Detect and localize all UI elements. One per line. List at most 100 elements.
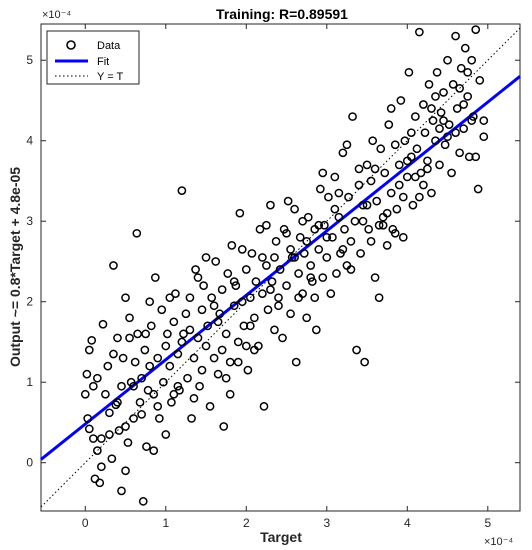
data-point (189, 393, 199, 403)
data-point (374, 293, 384, 303)
data-point (117, 381, 126, 391)
data-point (263, 305, 273, 315)
data-point (384, 120, 394, 129)
data-point (193, 273, 203, 282)
data-point (130, 357, 140, 367)
data-point (282, 281, 291, 290)
data-point (271, 236, 281, 246)
data-point (145, 361, 155, 371)
y-tick-label: 0 (26, 456, 33, 470)
data-point (169, 389, 179, 399)
data-point (362, 160, 372, 170)
data-point (314, 220, 324, 230)
data-point (428, 116, 438, 125)
data-point (400, 136, 410, 146)
data-point (103, 361, 113, 371)
data-point (452, 104, 462, 113)
data-point (406, 128, 416, 138)
data-point (307, 277, 317, 286)
data-point (415, 27, 424, 37)
data-point (352, 345, 361, 355)
data-point (451, 128, 460, 138)
data-point (463, 92, 473, 101)
data-point (468, 112, 478, 121)
data-point (342, 140, 352, 150)
y-exponent-label: ×10⁻⁴ (42, 9, 71, 21)
data-point (320, 220, 329, 230)
data-point (382, 241, 392, 250)
data-point (249, 313, 259, 323)
data-point (211, 257, 221, 266)
data-point (419, 180, 428, 190)
data-point (310, 293, 320, 303)
data-point (346, 236, 356, 246)
data-point (459, 100, 468, 109)
data-point (390, 228, 400, 238)
data-point (459, 124, 468, 133)
data-point (93, 446, 102, 455)
data-point (146, 321, 156, 331)
data-point (229, 277, 239, 286)
data-point (88, 381, 98, 391)
data-point (295, 232, 305, 242)
data-point (392, 204, 402, 214)
data-point (149, 389, 159, 399)
data-point (173, 381, 183, 391)
data-point (88, 434, 98, 443)
data-point (302, 236, 312, 246)
data-point (95, 478, 105, 488)
data-point (132, 228, 142, 238)
data-point (217, 345, 227, 355)
data-point (142, 442, 151, 451)
data-point (408, 200, 418, 210)
data-point (259, 402, 269, 411)
data-point (440, 140, 450, 150)
data-point (266, 285, 275, 294)
data-point (237, 297, 247, 307)
fit-line (40, 75, 521, 461)
data-point (427, 104, 436, 113)
data-point (410, 112, 420, 121)
data-point (235, 208, 245, 218)
data-point (303, 212, 313, 222)
data-point (223, 269, 233, 278)
data-point (451, 31, 460, 41)
data-point (380, 168, 390, 178)
data-point (241, 341, 251, 351)
y-axis-title: Output ~= 0.8*Target + 4.8e-05 (7, 167, 23, 367)
data-point (394, 160, 404, 170)
data-point (97, 434, 106, 443)
data-point (299, 249, 309, 258)
data-point (231, 281, 241, 290)
data-point (121, 466, 130, 476)
data-point (415, 192, 424, 202)
data-point (149, 446, 159, 455)
data-point (185, 293, 195, 303)
data-point (410, 172, 420, 182)
data-point (129, 414, 138, 423)
data-point (167, 397, 176, 407)
data-point (370, 164, 380, 174)
legend-data-marker (66, 40, 76, 50)
data-point (282, 228, 291, 238)
data-point (286, 245, 295, 254)
x-exponent-label: ×10⁻⁴ (484, 536, 513, 548)
data-point (203, 321, 212, 331)
data-point (398, 232, 408, 242)
data-point (298, 216, 307, 226)
data-point (270, 253, 279, 262)
data-point (121, 293, 130, 303)
data-point (187, 414, 196, 423)
data-point (227, 241, 237, 250)
data-point (290, 253, 299, 262)
data-point (215, 309, 225, 319)
data-point (420, 128, 430, 138)
data-point (479, 116, 489, 125)
data-point (283, 196, 293, 206)
data-point (121, 422, 130, 431)
data-point (396, 96, 406, 105)
data-point (427, 188, 436, 198)
data-point (444, 120, 454, 129)
data-point (366, 236, 376, 246)
legend-data-label: Data (97, 40, 121, 52)
